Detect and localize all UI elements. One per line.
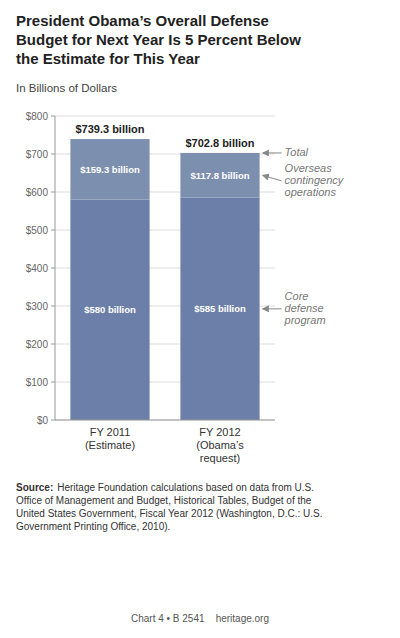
bar-segment xyxy=(70,139,149,200)
y-tick-label: $500 xyxy=(26,225,49,236)
grid xyxy=(55,116,275,420)
legend: Total Overseascontingencyoperations Corede… xyxy=(263,146,345,326)
legend-arrow xyxy=(263,152,282,153)
legend-label: Overseascontingencyoperations xyxy=(285,162,345,198)
y-axis-line xyxy=(55,116,56,420)
bars xyxy=(70,139,259,420)
bar-segment xyxy=(180,198,259,420)
y-tick xyxy=(51,192,55,193)
segment-label: $580 billion xyxy=(84,304,136,315)
y-tick-label: $700 xyxy=(26,149,49,160)
y-tick xyxy=(51,154,55,155)
source-text: Heritage Foundation calculations based o… xyxy=(16,482,322,532)
y-tick xyxy=(51,116,55,117)
segment-label: $159.3 billion xyxy=(80,164,140,175)
title: President Obama’s Overall DefenseBudget … xyxy=(16,12,301,67)
y-tick xyxy=(51,306,55,307)
y-tick-label: $100 xyxy=(26,377,49,388)
y-tick xyxy=(51,230,55,231)
y-tick-label: $400 xyxy=(26,263,49,274)
source-label: Source: xyxy=(16,482,53,493)
y-tick-label: $0 xyxy=(37,415,49,426)
y-tick-label: $300 xyxy=(26,301,49,312)
x-tick-label: FY 2011(Estimate) xyxy=(85,426,135,451)
y-tick xyxy=(51,382,55,383)
footer: Chart 4 • B 2541 heritage.org xyxy=(131,613,269,624)
y-tick xyxy=(51,420,55,421)
y-tick xyxy=(51,268,55,269)
grid-line xyxy=(55,420,275,421)
x-axis-line xyxy=(55,420,275,421)
grid-line xyxy=(55,116,275,117)
y-tick xyxy=(51,344,55,345)
chart: President Obama’s Overall DefenseBudget … xyxy=(0,0,400,638)
segment-label: $585 billion xyxy=(194,303,246,314)
legend-label: Total xyxy=(285,146,309,158)
x-tick-label: FY 2012(Obama’srequest) xyxy=(196,426,244,464)
bar-segment xyxy=(70,200,149,420)
bar-segment xyxy=(180,153,259,198)
total-label: $702.8 billion xyxy=(185,137,254,149)
y-tick-label: $600 xyxy=(26,187,49,198)
segment-label: $117.8 billion xyxy=(190,170,249,181)
legend-arrow xyxy=(263,175,282,181)
legend-arrow xyxy=(263,308,282,309)
legend-label: Coredefenseprogram xyxy=(284,290,326,326)
y-tick-label: $200 xyxy=(26,339,49,350)
source: Source:Heritage Foundation calculations … xyxy=(16,482,322,532)
data-labels: $580 billion $585 billion $159.3 billion $1… xyxy=(75,123,254,315)
y-axis: $0 $100 $200 $300 $400 $500 $600 $700 $800 xyxy=(26,111,55,426)
y-tick-label: $800 xyxy=(26,111,49,122)
total-label: $739.3 billion xyxy=(75,123,144,135)
subtitle: In Billions of Dollars xyxy=(16,82,117,94)
